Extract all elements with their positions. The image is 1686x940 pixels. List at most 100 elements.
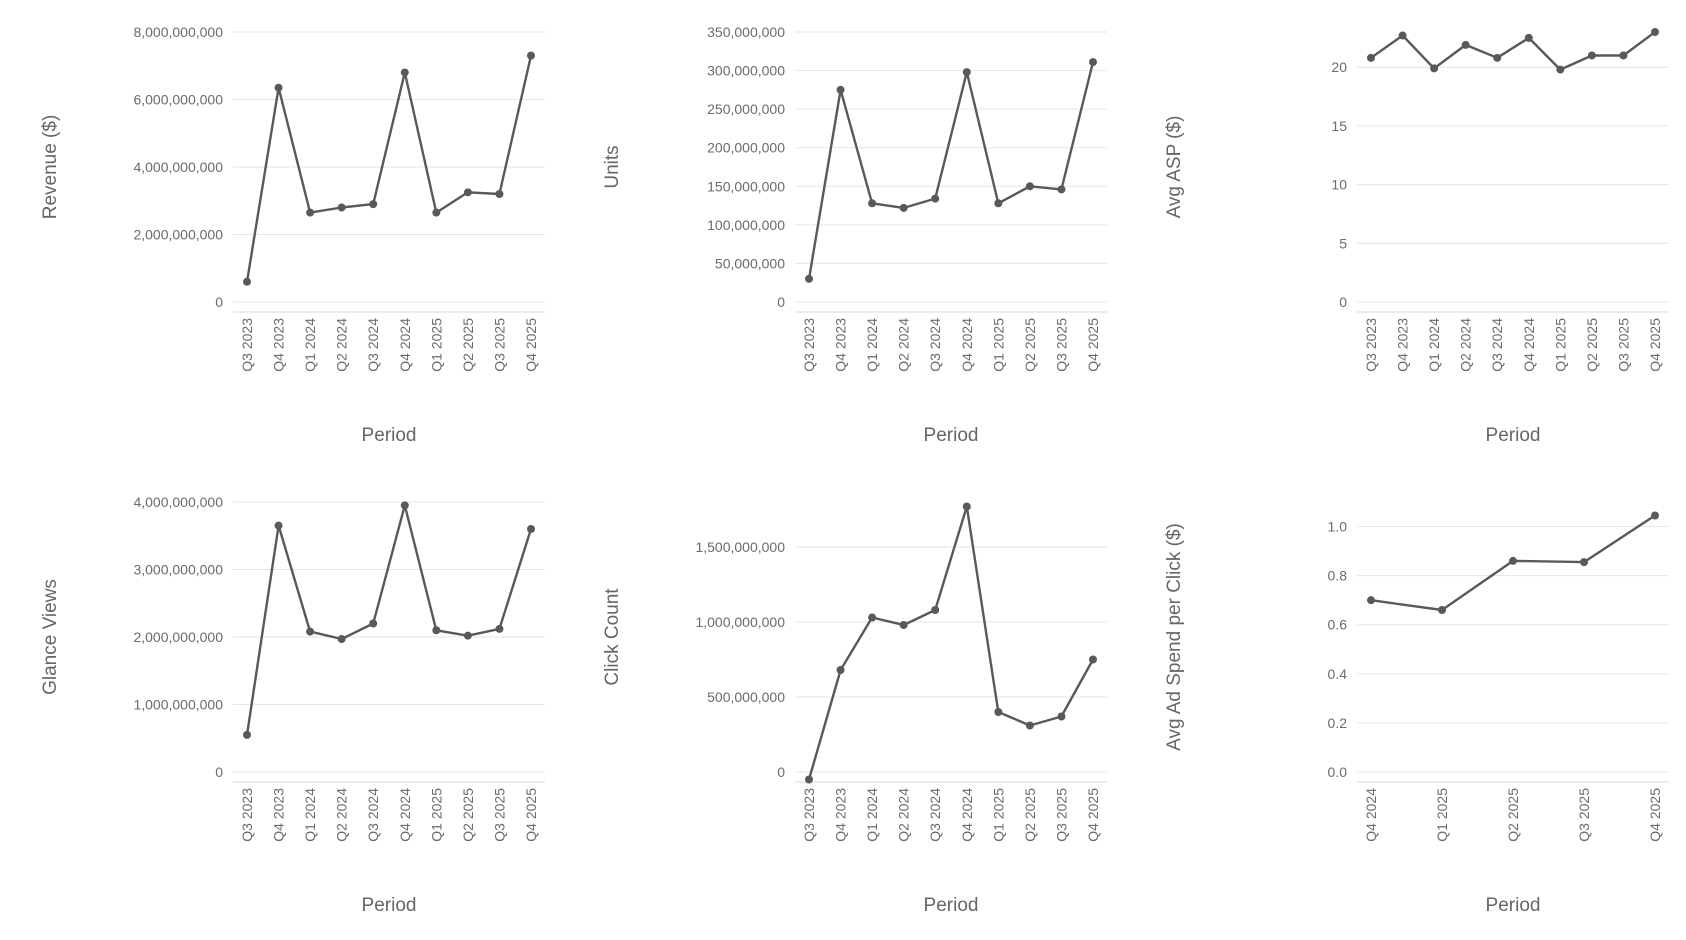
x-tick-label: Q4 2023 <box>271 318 287 372</box>
x-tick-label: Q3 2023 <box>801 318 817 372</box>
y-tick-label: 0.8 <box>1328 568 1348 584</box>
data-point-q3-2025 <box>1619 51 1628 60</box>
data-point-q4-2025 <box>1089 655 1097 664</box>
y-tick-label: 4,000,000,000 <box>133 494 223 510</box>
y-tick-label: 0.6 <box>1328 617 1348 633</box>
x-tick-label: Q4 2025 <box>1085 788 1101 842</box>
y-tick-label: 0 <box>215 294 223 310</box>
data-point-q2-2024 <box>1461 40 1470 49</box>
series-line <box>807 61 1095 280</box>
y-tick-label: 1,500,000,000 <box>695 539 785 555</box>
data-point-q4-2023 <box>1398 31 1407 40</box>
x-tick-label: Q4 2025 <box>1647 318 1663 372</box>
y-tick-label: 0 <box>777 294 785 310</box>
x-tick-label: Q4 2023 <box>271 788 287 842</box>
data-point-q4-2024 <box>400 68 409 77</box>
y-axis-title: Click Count <box>602 588 623 686</box>
x-axis-title: Period <box>362 425 417 446</box>
data-point-q3-2024 <box>931 194 940 203</box>
data-point-q1-2025 <box>994 199 1003 208</box>
x-tick-label: Q4 2024 <box>1363 788 1379 842</box>
x-tick-label: Q2 2024 <box>896 318 912 372</box>
data-point-q4-2023 <box>836 666 845 674</box>
y-tick-label: 0.4 <box>1328 666 1348 682</box>
data-point-q3-2023 <box>805 274 813 283</box>
y-tick-label: 0 <box>1339 294 1347 310</box>
data-point-q3-2024 <box>369 200 378 209</box>
y-tick-label: 50,000,000 <box>715 255 785 271</box>
data-point-q4-2025 <box>1089 58 1097 67</box>
x-tick-label: Q2 2024 <box>1458 318 1474 372</box>
x-tick-label: Q2 2025 <box>460 318 476 372</box>
units-chart-panel: 0 50,000,000 100,000,000 150,000,000 200,000… <box>562 0 1124 470</box>
y-tick-label: 4,000,000,000 <box>133 159 223 175</box>
data-point-q2-2025 <box>1509 556 1517 565</box>
series-line <box>245 55 533 282</box>
data-point-q3-2024 <box>1493 53 1502 62</box>
avg-asp-chart: 0 5 10 15 20 Q3 2023 Q4 2023 Q1 2024 Q2 2024 Q3 2… <box>1164 28 1669 446</box>
data-point-q2-2024 <box>337 635 346 644</box>
series-line <box>807 505 1095 780</box>
y-tick-label: 0 <box>215 764 223 780</box>
x-tick-label: Q4 2023 <box>833 318 849 372</box>
y-tick-label: 100,000,000 <box>707 217 785 233</box>
y-axis-title: Revenue ($) <box>40 115 61 220</box>
x-tick-label: Q1 2025 <box>428 318 444 372</box>
x-tick-label: Q4 2025 <box>523 318 539 372</box>
x-tick-label: Q1 2024 <box>302 788 318 842</box>
x-tick-label: Q2 2024 <box>334 788 350 842</box>
x-tick-label: Q2 2025 <box>1022 788 1038 842</box>
data-point-q1-2024 <box>868 199 877 208</box>
y-tick-label: 0 <box>777 764 785 780</box>
y-tick-label: 200,000,000 <box>707 140 785 156</box>
data-point-q4-2025 <box>1651 28 1659 36</box>
x-tick-label: Q4 2023 <box>1395 318 1411 372</box>
x-tick-label: Q4 2025 <box>1085 318 1101 372</box>
revenue-chart-panel: 0 2,000,000,000 4,000,000,000 6,000,000,000… <box>0 0 562 470</box>
data-point-q1-2025 <box>432 626 441 635</box>
y-tick-label: 300,000,000 <box>707 63 785 79</box>
x-tick-label: Q1 2025 <box>990 318 1006 372</box>
glance-views-chart: 0 1,000,000,000 2,000,000,000 3,000,000,000… <box>40 494 545 916</box>
y-tick-label: 1,000,000,000 <box>133 697 223 713</box>
glance-views-chart-panel: 0 1,000,000,000 2,000,000,000 3,000,000,000… <box>0 470 562 940</box>
data-point-q1-2024 <box>1430 64 1439 73</box>
y-tick-label: 1.0 <box>1328 519 1348 535</box>
data-point-q4-2025 <box>527 51 535 60</box>
data-point-q1-2025 <box>994 708 1003 716</box>
x-tick-label: Q4 2025 <box>523 788 539 842</box>
data-point-q3-2025 <box>1057 712 1066 721</box>
data-point-q4-2025 <box>1651 511 1659 520</box>
data-point-q1-2024 <box>306 627 315 636</box>
x-tick-label: Q1 2024 <box>1426 318 1442 372</box>
click-count-chart: 0 500,000,000 1,000,000,000 1,500,000,000 Q3… <box>602 502 1107 916</box>
x-tick-label: Q3 2024 <box>1489 318 1505 372</box>
x-tick-label: Q3 2023 <box>239 788 255 842</box>
x-tick-label: Q4 2024 <box>959 788 975 842</box>
avg-ad-spend-chart: 0.0 0.2 0.4 0.6 0.8 1.0 Q4 2024 Q1 2025 Q2 2025 Q… <box>1164 511 1669 916</box>
avg-ad-spend-chart-panel: 0.0 0.2 0.4 0.6 0.8 1.0 Q4 2024 Q1 2025 Q2 2025 Q… <box>1124 470 1686 940</box>
x-tick-label: Q2 2025 <box>1022 318 1038 372</box>
x-tick-label: Q3 2024 <box>365 318 381 372</box>
x-tick-label: Q3 2024 <box>927 318 943 372</box>
data-point-q1-2025 <box>432 208 441 217</box>
data-point-q4-2024 <box>400 501 409 510</box>
series-line <box>1370 31 1656 71</box>
data-point-q3-2024 <box>931 606 940 614</box>
x-tick-label: Q3 2025 <box>1053 788 1069 842</box>
data-point-q4-2024 <box>962 502 971 511</box>
x-tick-label: Q4 2025 <box>1647 788 1663 842</box>
data-point-q3-2025 <box>1580 558 1588 567</box>
data-point-q1-2024 <box>306 208 315 217</box>
data-point-q4-2023 <box>274 83 283 92</box>
data-point-q4-2023 <box>274 521 283 530</box>
data-point-q2-2024 <box>899 621 908 629</box>
y-tick-label: 6,000,000,000 <box>133 92 223 108</box>
x-tick-label: Q4 2024 <box>397 788 413 842</box>
data-point-q2-2024 <box>899 203 908 212</box>
x-tick-label: Q4 2024 <box>959 318 975 372</box>
y-tick-label: 0.2 <box>1328 715 1348 731</box>
y-tick-label: 20 <box>1331 59 1347 75</box>
series-line <box>245 504 533 736</box>
y-tick-label: 350,000,000 <box>707 24 785 40</box>
